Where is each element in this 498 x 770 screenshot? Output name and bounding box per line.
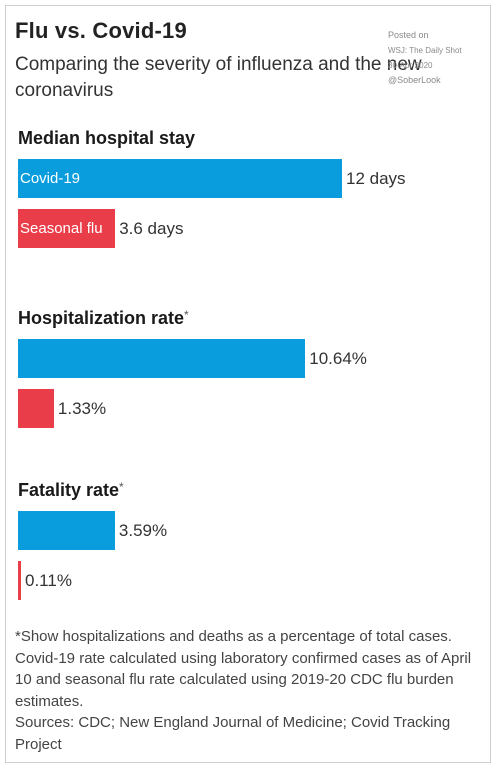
watermark-line: Posted on [388, 30, 429, 40]
series-label: Covid-19 [20, 170, 81, 187]
panel-title: Hospitalization rate* [18, 308, 189, 329]
panel-title: Fatality rate* [18, 480, 124, 501]
footnote-note: *Show hospitalizations and deaths as a p… [15, 628, 472, 710]
bar-flu [18, 561, 21, 600]
series-label: Seasonal flu [20, 220, 103, 237]
value-label: 0.11% [25, 571, 72, 590]
panel-title-text: Fatality rate [18, 480, 120, 500]
bar-flu [18, 389, 54, 428]
chart-title: Flu vs. Covid-19 [15, 18, 187, 43]
bar-covid [18, 511, 115, 550]
value-label: 3.6 days [119, 219, 184, 238]
footnote: *Show hospitalizations and deaths as a p… [15, 626, 485, 755]
panel-title-asterisk: * [184, 308, 189, 322]
panel-title-text: Hospitalization rate [18, 308, 185, 328]
panel-title-text: Median hospital stay [18, 128, 196, 148]
chart-frame [5, 5, 491, 763]
bar-covid [18, 159, 342, 198]
footnote-sources: Sources: CDC; New England Journal of Med… [15, 714, 451, 753]
watermark-line: WSJ: The Daily Shot [388, 46, 462, 55]
value-label: 1.33% [57, 399, 107, 418]
watermark: Posted on WSJ: The Daily Shot 30-Apr-202… [388, 28, 483, 88]
watermark-line: 30-Apr-2020 [388, 61, 433, 70]
bar-flu [18, 209, 116, 248]
value-label: 12 days [346, 169, 406, 188]
value-label: 10.64% [309, 349, 367, 368]
bar-covid [18, 339, 306, 378]
panel-title-asterisk: * [119, 480, 124, 494]
panel-title: Median hospital stay [18, 128, 195, 149]
watermark-line: @SoberLook [388, 75, 441, 85]
chart-subtitle: Comparing the severity of influenza and … [15, 54, 422, 101]
value-label: 3.59% [118, 521, 168, 540]
